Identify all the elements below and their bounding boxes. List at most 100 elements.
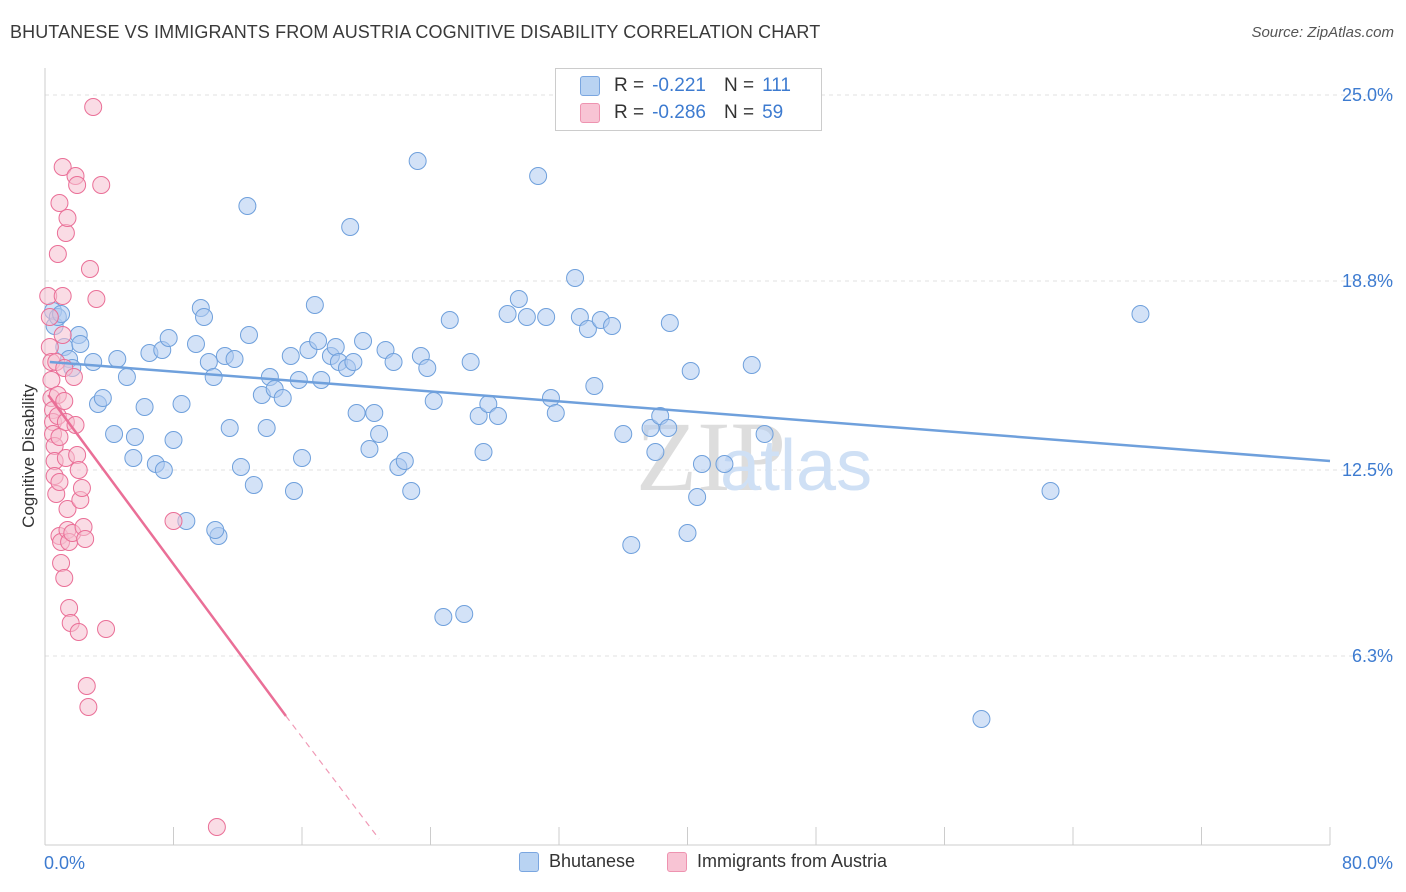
point-bhutanese bbox=[206, 521, 225, 539]
point-bhutanese bbox=[312, 371, 331, 389]
point-austria bbox=[53, 158, 72, 176]
point-bhutanese bbox=[660, 314, 679, 332]
point-bhutanese bbox=[537, 308, 556, 326]
point-austria bbox=[48, 245, 67, 263]
trend-line-austria-extension bbox=[285, 715, 380, 840]
point-bhutanese bbox=[434, 608, 453, 626]
point-austria bbox=[68, 176, 87, 194]
legend-label-bhutanese: Bhutanese bbox=[548, 851, 636, 871]
point-bhutanese bbox=[488, 407, 507, 425]
point-austria bbox=[64, 368, 83, 386]
point-austria bbox=[79, 698, 98, 716]
point-bhutanese bbox=[646, 443, 665, 461]
trend-line-bhutanese bbox=[49, 360, 1331, 463]
point-bhutanese bbox=[755, 425, 774, 443]
y-tick-label: 25.0% bbox=[1342, 85, 1393, 105]
point-austria bbox=[87, 290, 106, 308]
n-label: N = bbox=[723, 75, 755, 96]
point-bhutanese bbox=[384, 353, 403, 371]
point-bhutanese bbox=[108, 350, 127, 368]
point-austria bbox=[60, 599, 79, 617]
point-bhutanese bbox=[284, 482, 303, 500]
point-bhutanese bbox=[408, 152, 427, 170]
point-bhutanese bbox=[529, 167, 548, 185]
point-bhutanese bbox=[469, 407, 488, 425]
legend-swatch-austria bbox=[580, 103, 600, 123]
point-bhutanese bbox=[692, 455, 711, 473]
source-label: Source: ZipAtlas.com bbox=[1251, 24, 1394, 41]
point-bhutanese bbox=[195, 308, 214, 326]
point-bhutanese bbox=[93, 389, 112, 407]
point-bhutanese bbox=[972, 710, 991, 728]
y-tick-label: 6.3% bbox=[1352, 646, 1393, 666]
point-bhutanese bbox=[742, 356, 761, 374]
point-bhutanese bbox=[347, 404, 366, 422]
point-bhutanese bbox=[354, 332, 373, 350]
series-bhutanese bbox=[44, 152, 1150, 728]
point-austria bbox=[55, 569, 74, 587]
series-legend: Bhutanese Immigrants from Austria bbox=[0, 851, 1406, 872]
point-austria bbox=[80, 260, 99, 278]
point-austria bbox=[207, 818, 226, 836]
legend-swatch-bhutanese bbox=[580, 76, 600, 96]
point-bhutanese bbox=[281, 347, 300, 365]
stats-legend: R = -0.221 N = 111 R = -0.286 N = 59 bbox=[555, 68, 822, 131]
grid-lines bbox=[45, 94, 1394, 657]
legend-swatch-bhutanese bbox=[518, 851, 539, 872]
r-value: -0.286 bbox=[652, 102, 706, 123]
r-value: -0.221 bbox=[652, 75, 706, 96]
tick-labels: 6.3% 12.5% 18.8% 25.0% 0.0% 80.0% bbox=[44, 85, 1393, 873]
point-bhutanese bbox=[238, 197, 257, 215]
point-bhutanese bbox=[244, 476, 263, 494]
trend-line-austria bbox=[47, 394, 287, 717]
point-bhutanese bbox=[681, 362, 700, 380]
point-bhutanese bbox=[135, 398, 154, 416]
y-tick-label: 12.5% bbox=[1342, 460, 1393, 480]
point-bhutanese bbox=[125, 428, 144, 446]
point-bhutanese bbox=[541, 389, 560, 407]
n-value: 59 bbox=[762, 102, 784, 123]
legend-item-bhutanese[interactable]: Bhutanese bbox=[518, 851, 636, 872]
point-bhutanese bbox=[659, 419, 678, 437]
point-bhutanese bbox=[402, 482, 421, 500]
point-austria bbox=[50, 194, 69, 212]
point-bhutanese bbox=[231, 458, 250, 476]
point-bhutanese bbox=[326, 338, 345, 356]
point-bhutanese bbox=[461, 353, 480, 371]
y-tick-label: 18.8% bbox=[1342, 271, 1393, 291]
chart-title: BHUTANESE VS IMMIGRANTS FROM AUSTRIA COG… bbox=[10, 22, 821, 42]
point-bhutanese bbox=[172, 395, 191, 413]
point-austria bbox=[76, 530, 95, 548]
point-bhutanese bbox=[370, 425, 389, 443]
watermark-atlas: atlas bbox=[720, 426, 872, 506]
point-bhutanese bbox=[585, 377, 604, 395]
x-tick-label: 80.0% bbox=[1342, 853, 1393, 873]
point-bhutanese bbox=[220, 419, 239, 437]
point-bhutanese bbox=[71, 335, 90, 353]
n-value: 111 bbox=[762, 75, 791, 96]
point-austria bbox=[50, 473, 69, 491]
point-bhutanese bbox=[509, 290, 528, 308]
point-bhutanese bbox=[154, 461, 173, 479]
series-immigrants-from-austria bbox=[39, 98, 226, 836]
point-bhutanese bbox=[186, 335, 205, 353]
legend-item-austria[interactable]: Immigrants from Austria bbox=[667, 851, 887, 872]
y-axis-label: Cognitive Disability bbox=[19, 384, 38, 528]
point-austria bbox=[53, 326, 72, 344]
point-bhutanese bbox=[360, 440, 379, 458]
point-bhutanese bbox=[678, 524, 697, 542]
point-austria bbox=[84, 98, 103, 116]
point-austria bbox=[50, 428, 69, 446]
point-bhutanese bbox=[546, 404, 565, 422]
point-austria bbox=[52, 554, 71, 572]
point-austria bbox=[92, 176, 111, 194]
point-bhutanese bbox=[84, 353, 103, 371]
point-bhutanese bbox=[603, 317, 622, 335]
point-austria bbox=[164, 512, 183, 530]
point-bhutanese bbox=[455, 605, 474, 623]
point-bhutanese bbox=[688, 488, 707, 506]
n-label: N = bbox=[723, 102, 755, 123]
point-austria bbox=[40, 338, 59, 356]
point-bhutanese bbox=[273, 389, 292, 407]
